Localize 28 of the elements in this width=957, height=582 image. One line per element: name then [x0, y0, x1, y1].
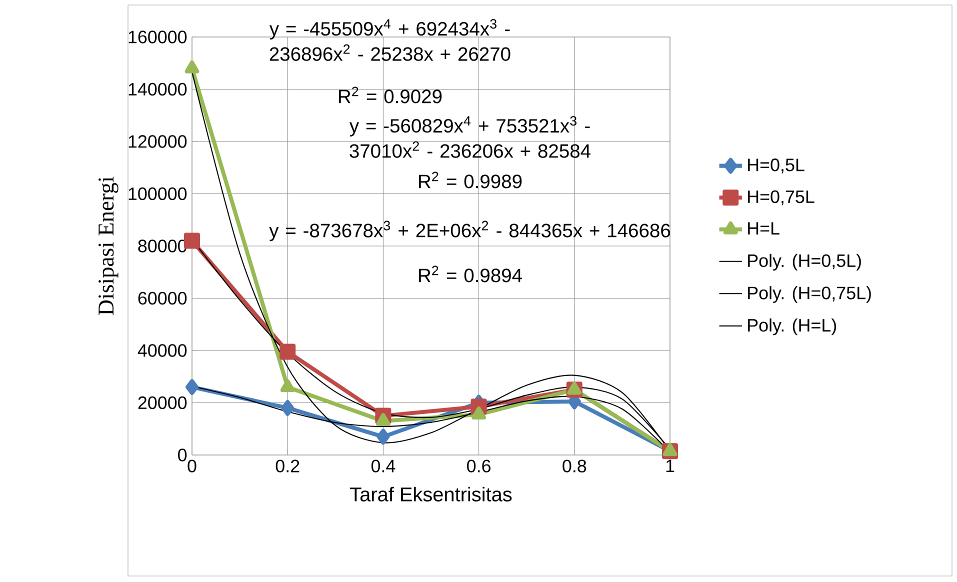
- x-tick-label: 0.4: [371, 460, 396, 472]
- y-tick-label: 60000: [138, 292, 187, 305]
- text: y = -455509x$^{4}$ + 692434x$^{3}$ - 236896x$^{2}$ - 25238x + 26270: [269, 19, 510, 61]
- legend-label: H=0,5L: [748, 158, 804, 174]
- text: y = -560829x$^{4}$ + 753521x$^{3}$ - 37010x$^{2}$ - 236206x + 82584: [349, 116, 590, 158]
- y-tick-label: 120000: [128, 135, 187, 148]
- x-axis-title: Taraf Eksentrisitas: [350, 486, 512, 502]
- x-tick-label: 0.6: [467, 460, 490, 472]
- y-tick-label: 40000: [138, 344, 187, 357]
- y-tick-label: 140000: [128, 82, 187, 96]
- annotation: R$^{2}$ = 0.9029: [339, 86, 442, 104]
- y-tick-label: 100000: [128, 187, 187, 200]
- y-axis-title: Disipasi Energi: [98, 176, 118, 316]
- legend-label: H=0,75L: [748, 190, 814, 206]
- annotation: R$^{2}$ = 0.9894: [419, 266, 522, 282]
- y-tick-label: 160000: [128, 30, 187, 44]
- legend-label: Poly. (H=0,75L): [748, 286, 871, 303]
- x-tick-label: 0.2: [276, 460, 300, 472]
- x-tick-label: 1: [666, 460, 674, 472]
- legend-label: H=L: [748, 222, 780, 235]
- legend-label: Poly. (H=L): [748, 318, 836, 336]
- annotation: y = -873678x$^{3}$ + 2E+06x$^{2}$ - 844365x + 146686: [269, 220, 670, 242]
- annotation: R$^{2}$ = 0.9989: [419, 172, 522, 188]
- x-tick-label: 0.8: [562, 460, 586, 472]
- y-tick-label: 20000: [138, 396, 187, 410]
- legend-label: Poly. (H=0,5L): [748, 254, 861, 271]
- y-tick-label: 0: [178, 448, 187, 462]
- x-tick-label: 0: [188, 460, 196, 472]
